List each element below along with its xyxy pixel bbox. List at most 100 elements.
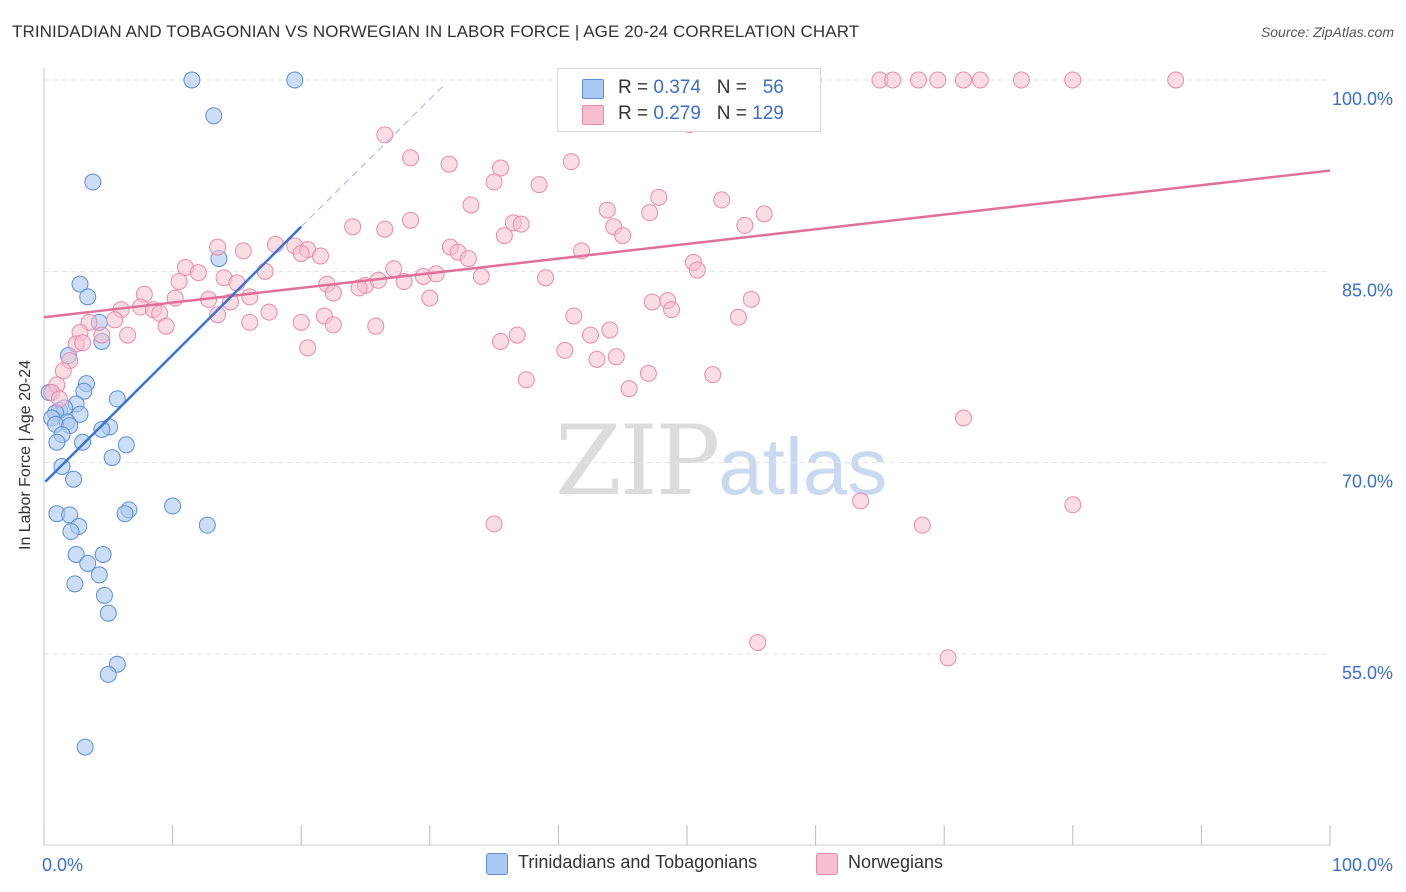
trinidadian-point <box>117 436 135 454</box>
trinidadian-point <box>108 390 126 408</box>
norwegian-point <box>939 649 957 667</box>
norwegian-point <box>971 71 989 89</box>
trinidadian-point <box>76 738 94 756</box>
norwegian-point <box>260 303 278 321</box>
trinidadian-point <box>48 433 66 451</box>
trinidadian-point <box>183 71 201 89</box>
norwegian-point <box>74 334 92 352</box>
norwegian-point <box>350 279 368 297</box>
trinidadian-point <box>66 575 84 593</box>
norwegian-point <box>598 201 616 219</box>
norwegian-point <box>292 244 310 262</box>
legend-r-value-blue: 0.374 <box>653 77 701 98</box>
norwegian-point <box>639 364 657 382</box>
norwegian-point <box>909 71 927 89</box>
trinidadian-point <box>99 665 117 683</box>
norwegian-point <box>376 220 394 238</box>
norwegian-point <box>324 284 342 302</box>
x-tick-label-min: 0.0% <box>42 855 83 875</box>
norwegian-point <box>565 307 583 325</box>
norwegian-point <box>228 274 246 292</box>
norwegian-point <box>601 321 619 339</box>
legend-n-value-pink: 129 <box>752 103 784 124</box>
norwegian-point <box>704 366 722 384</box>
norwegian-point <box>1167 71 1185 89</box>
norwegian-point <box>157 317 175 335</box>
norwegian-point <box>472 267 490 285</box>
trinidadian-point <box>95 586 113 604</box>
norwegian-point <box>93 326 111 344</box>
norwegian-point <box>421 289 439 307</box>
norwegian-point <box>749 634 767 652</box>
norwegian-point <box>582 326 600 344</box>
series-norwegians-points <box>43 71 1185 667</box>
norwegian-point <box>614 227 632 245</box>
norwegian-point <box>385 260 403 278</box>
norwegian-point <box>954 409 972 427</box>
source-label: Source: ZipAtlas.com <box>1260 24 1394 40</box>
norwegian-point <box>643 293 661 311</box>
norwegian-point <box>755 205 773 223</box>
norwegian-point <box>556 341 574 359</box>
bottom-legend-swatch-blue <box>486 853 508 875</box>
norwegian-point <box>663 301 681 319</box>
norwegian-point <box>209 306 227 324</box>
trinidadian-point <box>61 506 79 524</box>
norwegian-point <box>311 247 329 265</box>
norwegian-point <box>884 71 902 89</box>
trinidadian-point <box>116 505 134 523</box>
norwegian-point <box>344 218 362 236</box>
norwegian-point <box>209 238 227 256</box>
legend-n-value-blue: 56 <box>762 77 784 98</box>
norwegian-point <box>954 71 972 89</box>
y-tick-label: 70.0% <box>1342 472 1393 492</box>
trinidadian-point <box>84 173 102 191</box>
norwegian-point <box>241 288 259 306</box>
norwegian-point <box>562 153 580 171</box>
x-tick-label-max: 100.0% <box>1332 855 1393 875</box>
norwegian-point <box>402 211 420 229</box>
norwegian-point <box>852 492 870 510</box>
trinidadians-trend-line <box>44 225 303 483</box>
y-axis-label: In Labor Force | Age 20-24 <box>17 359 34 550</box>
norwegian-point <box>495 227 513 245</box>
norwegian-point <box>1012 71 1030 89</box>
legend-r-label: R = <box>618 77 649 98</box>
norwegian-point <box>189 264 207 282</box>
trinidadian-point <box>71 275 89 293</box>
trinidadian-point <box>99 604 117 622</box>
norwegian-point <box>517 371 535 389</box>
norwegian-point <box>508 326 526 344</box>
series-trinidadians-points <box>40 71 304 756</box>
norwegian-point <box>492 159 510 177</box>
trinidadian-point <box>62 523 80 541</box>
trinidadian-point <box>198 516 216 534</box>
norwegian-point <box>650 188 668 206</box>
norwegian-point <box>1064 71 1082 89</box>
trinidadian-point <box>103 449 121 467</box>
trinidadian-point <box>65 470 83 488</box>
axes <box>43 68 1331 846</box>
norwegian-point <box>607 348 625 366</box>
norwegian-point <box>256 262 274 280</box>
norwegian-point <box>440 155 458 173</box>
chart-title: TRINIDADIAN AND TOBAGONIAN VS NORWEGIAN … <box>12 22 860 41</box>
norwegian-point <box>462 196 480 214</box>
trinidadian-point <box>74 433 92 451</box>
legend-swatch-blue <box>582 79 604 99</box>
norwegian-point <box>913 516 931 534</box>
legend-r-label: R = <box>618 103 649 124</box>
watermark: ZIPatlas <box>555 405 887 517</box>
norwegian-point <box>299 339 317 357</box>
legend-n-label: N = <box>716 77 747 98</box>
tick-labels: 55.0% 70.0% 85.0% 100.0% 0.0% 100.0% <box>42 89 1393 875</box>
trend-lines <box>43 86 1331 483</box>
norwegian-point <box>736 216 754 234</box>
norwegian-point <box>234 242 252 260</box>
norwegian-point <box>402 149 420 167</box>
norwegian-point <box>241 313 259 331</box>
legend-swatch-pink <box>582 105 604 125</box>
norwegian-point <box>537 269 555 287</box>
norwegian-point <box>376 126 394 144</box>
